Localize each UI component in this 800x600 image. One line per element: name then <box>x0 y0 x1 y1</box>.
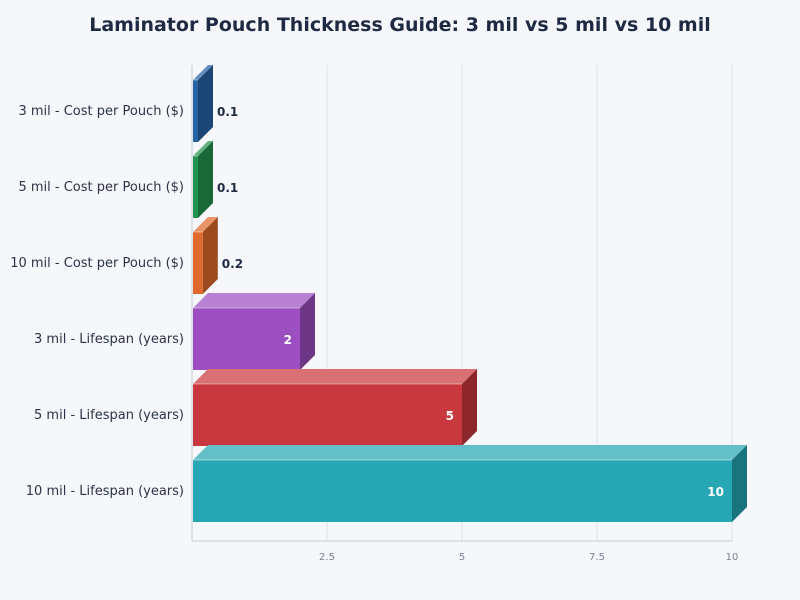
value-label: 0.1 <box>217 181 238 195</box>
bar-side <box>198 65 213 142</box>
bar-front <box>193 80 198 142</box>
category-label: 3 mil - Lifespan (years) <box>34 332 184 347</box>
bar-side <box>462 369 477 446</box>
value-label: 2 <box>284 333 292 347</box>
bar-top <box>193 217 218 232</box>
category-labels: 3 mil - Cost per Pouch ($) 5 mil - Cost p… <box>10 104 184 499</box>
bar-front <box>193 232 203 294</box>
chart-title: Laminator Pouch Thickness Guide: 3 mil v… <box>89 14 711 36</box>
bar-top <box>193 369 477 384</box>
bar-top <box>193 445 747 460</box>
bar <box>193 65 213 142</box>
category-label: 5 mil - Lifespan (years) <box>34 408 184 423</box>
category-label: 10 mil - Cost per Pouch ($) <box>10 256 184 271</box>
bar-side <box>732 445 747 522</box>
value-label: 10 <box>707 485 724 499</box>
value-label: 5 <box>446 409 454 423</box>
bar-side <box>300 293 315 370</box>
value-labels: 0.1 0.1 0.2 2 5 10 <box>217 105 724 499</box>
value-label: 0.1 <box>217 105 238 119</box>
bar-front <box>193 308 300 370</box>
bar <box>193 217 218 294</box>
x-tick-label: 7.5 <box>589 552 605 563</box>
value-label: 0.2 <box>222 257 243 271</box>
bar-front <box>193 460 732 522</box>
category-label: 10 mil - Lifespan (years) <box>26 484 184 499</box>
bar <box>193 445 747 522</box>
bar-top <box>193 293 315 308</box>
tick-labels: 2.5 5 7.5 10 <box>319 552 738 563</box>
bar-top <box>193 141 213 156</box>
bar-side <box>202 217 218 294</box>
bar-side <box>198 141 213 218</box>
bar-top <box>193 65 213 80</box>
bars <box>193 65 747 522</box>
bar-front <box>193 156 198 218</box>
axes <box>191 65 732 542</box>
bar-front <box>193 384 462 446</box>
x-tick-label: 2.5 <box>319 552 335 563</box>
bar <box>193 369 477 446</box>
x-tick-label: 10 <box>726 552 739 563</box>
category-label: 3 mil - Cost per Pouch ($) <box>18 104 184 119</box>
bar <box>193 141 213 218</box>
x-tick-label: 5 <box>459 552 465 563</box>
category-label: 5 mil - Cost per Pouch ($) <box>18 180 184 195</box>
bar <box>193 293 315 370</box>
